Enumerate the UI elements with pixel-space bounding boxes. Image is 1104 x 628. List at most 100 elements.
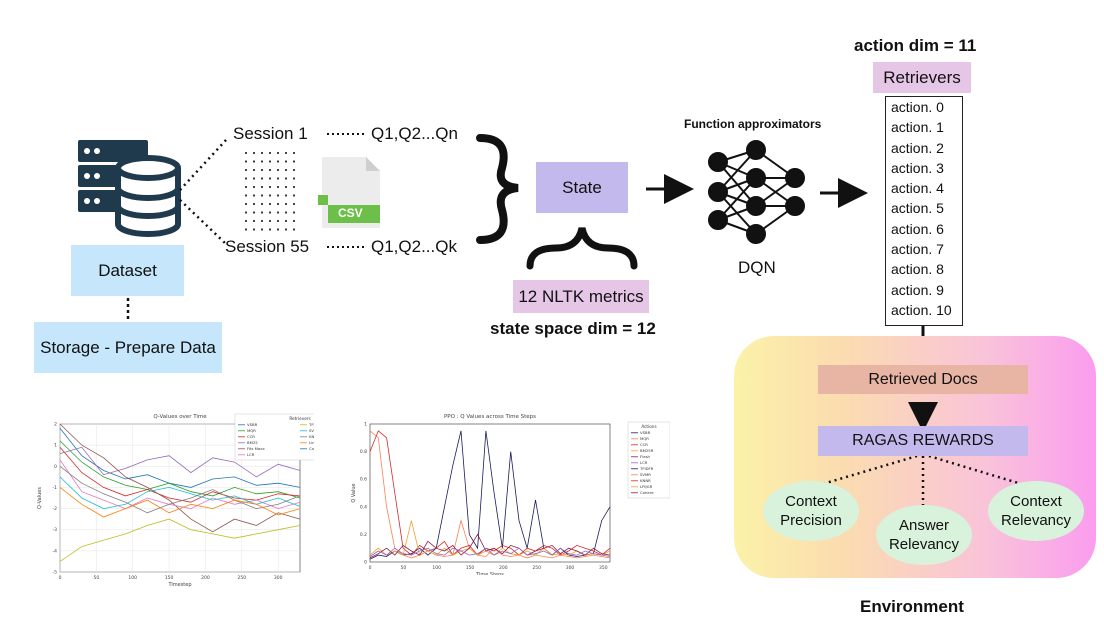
session-last-label: Session 55 [225,237,310,256]
chart-title: PPO : Q Values across Time Steps [444,414,536,420]
x-tick-label: 150 [165,575,174,581]
series-line [369,520,611,556]
action-item: action. 8 [891,261,944,278]
series-line [59,476,301,510]
y-tick-label: 1 [364,422,367,428]
x-tick-label: 200 [499,565,508,571]
action-item: action. 6 [891,220,944,237]
state-box: State [536,162,628,213]
y-tick-label: -1 [53,485,58,491]
csv-file-icon [318,157,380,228]
series-line [369,533,611,559]
neural-network-icon [708,140,805,244]
environment-label: Environment [860,597,964,616]
y-tick-label: 0.4 [360,504,367,510]
action-dim-label: action dim = 11 [854,36,977,55]
x-axis-label: Timestep [167,582,191,588]
series-line [369,547,611,557]
connector-session-last [179,199,227,245]
series-line [59,440,301,499]
legend-entry: CCR [640,442,648,447]
connector-session-first [179,139,227,191]
context-relevancy-bubble: Context Relevancy [988,481,1084,541]
function-approximators-label: Function approximators [684,117,822,131]
x-tick-label: 250 [238,575,247,581]
y-axis-label: Q-Values [37,487,43,509]
y-tick-label: 0.6 [360,477,367,483]
legend-entry: TFIDFR [639,466,654,471]
brace-up-icon [526,227,638,270]
series-line [59,518,301,562]
x-tick-label: 0 [369,565,372,571]
plot-area [369,423,611,563]
legend-entry: MQR [640,436,649,441]
session-first-label: Session 1 [233,124,308,143]
action-item: action. 5 [891,200,944,217]
ppo-chart-svg: PPO : Q Values across Time Steps Time Ste… [351,414,671,578]
legend-entry: SVMR [309,428,314,433]
legend-entry: Cohere [309,446,314,451]
state-dim-label: state space dim = 12 [490,319,656,338]
x-tick-label: 250 [532,565,541,571]
csv-label: CSV [338,206,363,220]
session-dots [244,151,296,231]
legend-entry: LCR [640,460,648,465]
dataset-box: Dataset [71,245,184,296]
action-item: action. 7 [891,241,944,258]
x-tick-label: 50 [400,565,406,571]
x-tick-label: 0 [59,575,62,581]
x-axis-label: Time Steps [475,572,504,575]
answer-relevancy-bubble: Answer Relevancy [876,505,972,565]
legend-entry: Cohere [640,490,654,495]
y-tick-label: 1 [54,443,57,449]
legend-entry: KNNR [640,478,651,483]
legend-entry: Flash [640,454,651,459]
legend-title: Retrievers [289,416,310,421]
legend-entry: BM25 [247,440,258,445]
storage-box: Storage - Prepare Data [34,322,222,373]
retrievers-box: Retrievers [873,62,971,93]
y-tick-label: -2 [53,506,58,512]
legend-entry: Fits Maxx [247,446,265,451]
series-line [59,465,301,514]
y-tick-label: 0.8 [360,449,367,455]
legend-entry: VSBR [640,430,651,435]
action-item: action. 10 [891,301,952,318]
series-line [59,487,301,518]
legend-entry: LPIJGR [640,484,653,489]
y-tick-label: -4 [53,548,58,554]
x-tick-label: 300 [566,565,575,571]
legend-entry: TFIDFR [308,422,314,427]
action-item: action. 0 [891,99,944,115]
chart-title: Q-Values over Time [153,414,207,420]
series-line [369,430,611,559]
brace-right-icon [476,134,519,244]
action-item: action. 1 [891,119,944,136]
x-tick-label: 100 [128,575,137,581]
q-values-chart: Q-Values over Time Timestep Q-Values 0 50 100… [34,404,366,594]
ppo-chart: PPO : Q Values across Time Steps Time Ste… [348,410,671,578]
y-tick-label: -3 [53,527,58,533]
queries-last-label: Q1,Q2...Qk [371,237,457,256]
legend-entry: SVMR [640,472,651,477]
y-tick-label: 0 [364,560,367,566]
x-tick-label: 350 [599,565,608,571]
series-line [59,447,301,503]
action-item: action. 2 [891,139,944,156]
series-line [59,446,301,478]
ragas-rewards-box: RAGAS REWARDS [818,426,1028,456]
retrieved-docs-box: Retrieved Docs [818,365,1028,394]
series-line [59,427,301,488]
series-line [59,423,301,533]
legend-entry: MQR [247,428,256,433]
legend-entry: VSBR [247,422,258,427]
legend-frame [627,421,671,499]
y-tick-label: -5 [53,570,58,576]
legend-entry: LCR [247,452,255,457]
x-tick-label: 300 [274,575,283,581]
action-list: action. 0 action. 1 action. 2 action. 3 … [885,96,963,326]
action-item: action. 3 [891,159,944,176]
